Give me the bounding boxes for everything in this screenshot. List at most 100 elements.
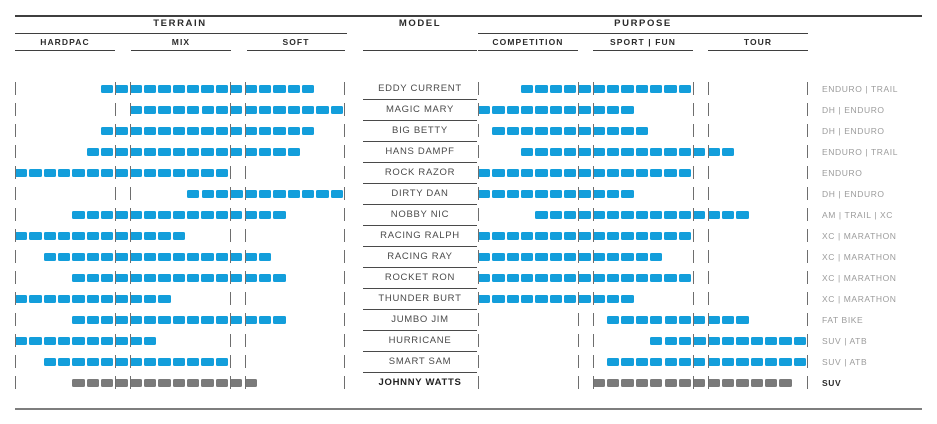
range-square	[115, 252, 128, 261]
range-square	[693, 357, 706, 366]
range-square	[158, 231, 171, 240]
model-name: MAGIC MARY	[385, 104, 455, 115]
range-square	[607, 126, 620, 135]
purpose-scale	[478, 162, 808, 183]
purpose-tick	[578, 229, 580, 242]
terrain-tick	[15, 187, 16, 200]
terrain-tick	[115, 229, 117, 242]
range-square	[650, 231, 663, 240]
range-square	[187, 378, 200, 387]
purpose-tick	[592, 229, 594, 242]
model-cell: EDDY CURRENT	[363, 78, 477, 100]
range-square	[129, 147, 143, 156]
purpose-tick	[592, 355, 594, 368]
range-square	[750, 336, 763, 345]
range-square	[678, 147, 692, 156]
range-square	[506, 168, 519, 177]
range-square	[707, 378, 720, 387]
purpose-scale	[478, 183, 808, 204]
range-square	[172, 105, 186, 114]
terrain-tick	[115, 376, 117, 389]
range-square	[635, 168, 649, 177]
range-square	[273, 210, 286, 219]
range-square	[187, 357, 200, 366]
purpose-range-bar	[478, 189, 636, 198]
range-square	[736, 210, 749, 219]
range-square	[158, 294, 171, 303]
terrain-scale	[15, 99, 345, 120]
range-square	[158, 315, 171, 324]
terrain-tick	[15, 103, 16, 116]
purpose-tick	[693, 292, 695, 305]
range-square	[693, 147, 706, 156]
range-square	[230, 126, 243, 135]
range-square	[549, 126, 563, 135]
range-square	[158, 357, 171, 366]
terrain-scale	[15, 141, 345, 162]
model-name: HURRICANE	[388, 335, 452, 346]
range-square	[549, 168, 563, 177]
range-square	[72, 336, 85, 345]
range-square	[244, 252, 257, 261]
range-square	[506, 294, 519, 303]
range-square	[736, 315, 749, 324]
range-square	[506, 252, 519, 261]
range-square	[101, 273, 114, 282]
terrain-tick	[15, 376, 16, 389]
category-label: DH | ENDURO	[822, 188, 885, 199]
purpose-tick	[478, 250, 479, 263]
range-square	[635, 210, 649, 219]
terrain-tick	[230, 166, 232, 179]
terrain-range-bar	[72, 210, 287, 219]
terrain-scale	[15, 288, 345, 309]
purpose-tick	[807, 208, 808, 221]
terrain-tick	[115, 103, 117, 116]
range-square	[215, 357, 229, 366]
terrain-tick	[244, 376, 246, 389]
range-square	[15, 231, 28, 240]
range-square	[86, 273, 100, 282]
model-name: NOBBY NIC	[390, 209, 450, 220]
range-square	[72, 210, 85, 219]
range-square	[215, 315, 229, 324]
competition-rule	[478, 50, 578, 52]
range-square	[592, 273, 606, 282]
range-square	[521, 147, 534, 156]
range-square	[592, 378, 606, 387]
range-square	[736, 336, 749, 345]
range-square	[678, 357, 692, 366]
category-label: XC | MARATHON	[822, 251, 897, 262]
table-row: HANS DAMPF ENDURO | TRAIL	[0, 141, 937, 163]
range-square	[287, 105, 300, 114]
purpose-tick	[478, 271, 479, 284]
range-square	[750, 357, 763, 366]
range-square	[506, 126, 519, 135]
purpose-scale	[478, 309, 808, 330]
table-row: THUNDER BURT XC | MARATHON	[0, 288, 937, 310]
range-square	[215, 189, 229, 198]
range-square	[678, 210, 692, 219]
range-square	[549, 210, 563, 219]
terrain-tick	[244, 145, 246, 158]
range-square	[578, 252, 591, 261]
terrain-header-rule	[15, 33, 347, 35]
purpose-range-bar	[607, 357, 808, 366]
purpose-tick	[807, 166, 808, 179]
purpose-tick	[478, 313, 479, 326]
range-square	[607, 378, 620, 387]
range-square	[578, 84, 591, 93]
range-square	[230, 189, 243, 198]
range-square	[215, 147, 229, 156]
terrain-range-bar	[72, 273, 287, 282]
purpose-tick	[807, 250, 808, 263]
purpose-tick	[578, 187, 580, 200]
range-square	[750, 378, 763, 387]
model-cell: HANS DAMPF	[363, 141, 477, 163]
range-square	[58, 252, 71, 261]
range-square	[578, 126, 591, 135]
range-square	[187, 252, 200, 261]
range-square	[101, 168, 114, 177]
terrain-tick	[244, 82, 246, 95]
terrain-tick	[344, 355, 345, 368]
